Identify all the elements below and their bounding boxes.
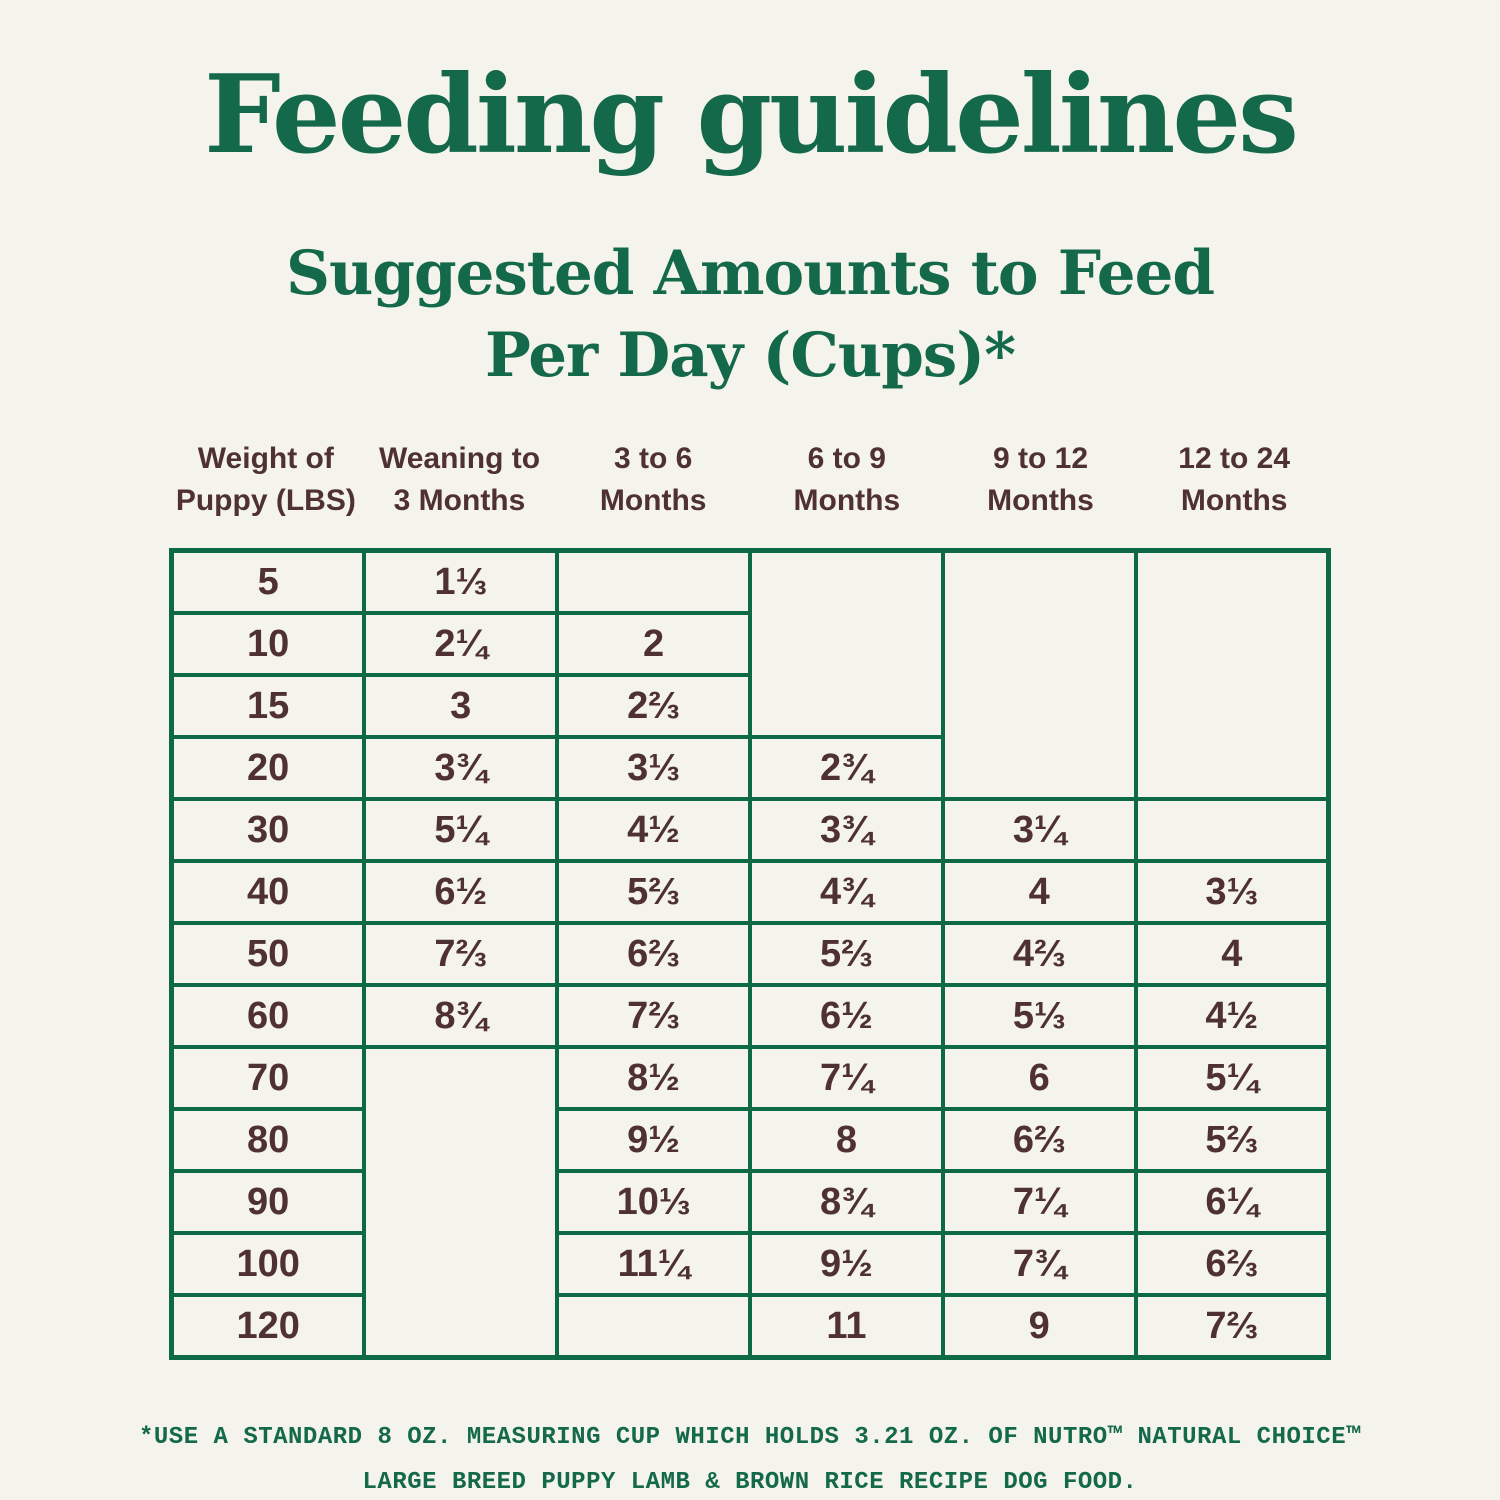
cell-weight: 5 (169, 548, 367, 616)
cell-value: 6½ (362, 859, 560, 926)
cell-value: 4½ (1133, 983, 1331, 1050)
subtitle-line-2: Per Day (Cups)* (484, 319, 1016, 391)
cell-value: 7¾ (940, 1231, 1138, 1298)
cell-weight: 40 (169, 859, 367, 926)
table-column-headers: Weight of Puppy (LBS) Weaning to 3 Month… (169, 438, 1331, 522)
cell-value: 2 (555, 611, 752, 678)
cell-value: 5¼ (1133, 1045, 1331, 1112)
cell-value: 1⅓ (362, 548, 560, 616)
cell-value: 5¼ (362, 797, 560, 864)
cell-weight: 10 (169, 611, 367, 678)
cell-value: 7⅔ (555, 983, 752, 1050)
cell-value: 8¾ (362, 983, 560, 1050)
table-row-100: 100 11¼ 9½ 7¾ 6⅔ (169, 1231, 1331, 1298)
cell-weight: 30 (169, 797, 367, 864)
footnote: *USE A STANDARD 8 OZ. MEASURING CUP WHIC… (0, 1416, 1500, 1500)
cell-value: 6⅔ (940, 1107, 1138, 1174)
cell-weight: 20 (169, 735, 367, 802)
cell-value: 4¾ (747, 859, 945, 926)
table-row-50: 50 7⅔ 6⅔ 5⅔ 4⅔ 4 (169, 921, 1331, 988)
table-row-10: 10 2¼ 2 (169, 611, 1329, 678)
cell-value: 5⅓ (940, 983, 1138, 1050)
cell-value: 5⅔ (1133, 1107, 1331, 1174)
footnote-line-2: LARGE BREED PUPPY LAMB & BROWN RICE RECI… (362, 1468, 1138, 1496)
cell-value: 6½ (747, 983, 945, 1050)
cell-value: 3 (362, 673, 560, 740)
table-row-90: 90 10⅓ 8¾ 7¼ 6¼ (169, 1169, 1331, 1236)
cell-value: 2⅔ (555, 673, 752, 740)
cell-value: 5⅔ (747, 921, 945, 988)
column-header-3-6-months: 3 to 6 Months (599, 442, 707, 518)
cell-value: 3¾ (362, 735, 560, 802)
cell-value: 3⅓ (555, 735, 752, 802)
cell-value: 8 (747, 1107, 945, 1174)
feeding-table-wrapper: 5 1⅓ 10 2¼ 2 15 3 2⅔ 2 (169, 548, 1331, 1361)
cell-value: 9½ (555, 1107, 752, 1174)
cell-value: 2¼ (362, 611, 560, 678)
cell-value: 5⅔ (555, 859, 752, 926)
table-row-20: 20 3¾ 3⅓ 2¾ (169, 735, 1329, 802)
cell-value: 7⅔ (1133, 1293, 1331, 1360)
cell-value: 6¼ (1133, 1169, 1331, 1236)
cell-value: 9 (940, 1293, 1138, 1360)
table-row-40: 40 6½ 5⅔ 4¾ 4 3⅓ (169, 859, 1331, 926)
cell-value: 3¼ (940, 797, 1138, 864)
cell-weight: 15 (169, 673, 367, 740)
column-header-12-24-months: 12 to 24 Months (1178, 442, 1291, 518)
feeding-table: 5 1⅓ 10 2¼ 2 15 3 2⅔ 2 (169, 548, 1331, 1361)
cell-weight: 80 (169, 1107, 367, 1174)
column-header-weaning-3-months: Weaning to 3 Months (378, 442, 541, 518)
cell-merged-empty-12-24 (1133, 548, 1331, 802)
table-row-60: 60 8¾ 7⅔ 6½ 5⅓ 4½ (169, 983, 1331, 1050)
table-row-80: 80 9½ 8 6⅔ 5⅔ (169, 1107, 1331, 1174)
page-title: Feeding guidelines (204, 52, 1299, 178)
cell-value: 4½ (555, 797, 752, 864)
cell-merged-empty-6-9 (747, 548, 945, 740)
column-header-9-12-months: 9 to 12 Months (987, 442, 1094, 518)
cell-value: 4 (1133, 921, 1331, 988)
cell-value: 4 (940, 859, 1138, 926)
cell-value: 6 (940, 1045, 1138, 1112)
cell-weight: 90 (169, 1169, 367, 1236)
cell-weight: 120 (169, 1293, 367, 1360)
cell-value-empty (555, 1293, 752, 1360)
table-row-30: 30 5¼ 4½ 3¾ 3¼ (169, 797, 1331, 864)
cell-value: 7¼ (747, 1045, 945, 1112)
cell-value: 6⅔ (555, 921, 752, 988)
cell-weight: 70 (169, 1045, 367, 1112)
cell-value: 7¼ (940, 1169, 1138, 1236)
cell-value: 9½ (747, 1231, 945, 1298)
cell-value: 2¾ (747, 735, 945, 802)
cell-merged-empty-9-12 (940, 548, 1138, 802)
cell-value-empty (555, 548, 752, 616)
table-row-15: 15 3 2⅔ (169, 673, 1329, 740)
table-row-70: 70 8½ 7¼ 6 5¼ (169, 1045, 1331, 1360)
table-row-120: 120 11 9 7⅔ (169, 1293, 1331, 1360)
cell-value: 10⅓ (555, 1169, 752, 1236)
subtitle: Suggested Amounts to Feed Per Day (Cups)… (0, 233, 1500, 396)
column-header-weight: Weight of Puppy (LBS) (175, 442, 356, 518)
cell-merged-empty-weaning (362, 1045, 560, 1360)
cell-value: 7⅔ (362, 921, 560, 988)
subtitle-line-1: Suggested Amounts to Feed (285, 238, 1215, 309)
cell-weight: 60 (169, 983, 367, 1050)
cell-value: 11¼ (555, 1231, 752, 1298)
cell-value: 8¾ (747, 1169, 945, 1236)
cell-weight: 50 (169, 921, 367, 988)
cell-value: 3¾ (747, 797, 945, 864)
cell-weight: 100 (169, 1231, 367, 1298)
cell-value: 11 (747, 1293, 945, 1360)
cell-value: 3⅓ (1133, 859, 1331, 926)
cell-value: 8½ (555, 1045, 752, 1112)
cell-value: 6⅔ (1133, 1231, 1331, 1298)
cell-value-empty (1133, 797, 1331, 864)
footnote-line-1: *USE A STANDARD 8 OZ. MEASURING CUP WHIC… (139, 1424, 1361, 1452)
table-row-5: 5 1⅓ (169, 548, 1331, 802)
cell-value: 4⅔ (940, 921, 1138, 988)
column-header-6-9-months: 6 to 9 Months (793, 442, 901, 518)
